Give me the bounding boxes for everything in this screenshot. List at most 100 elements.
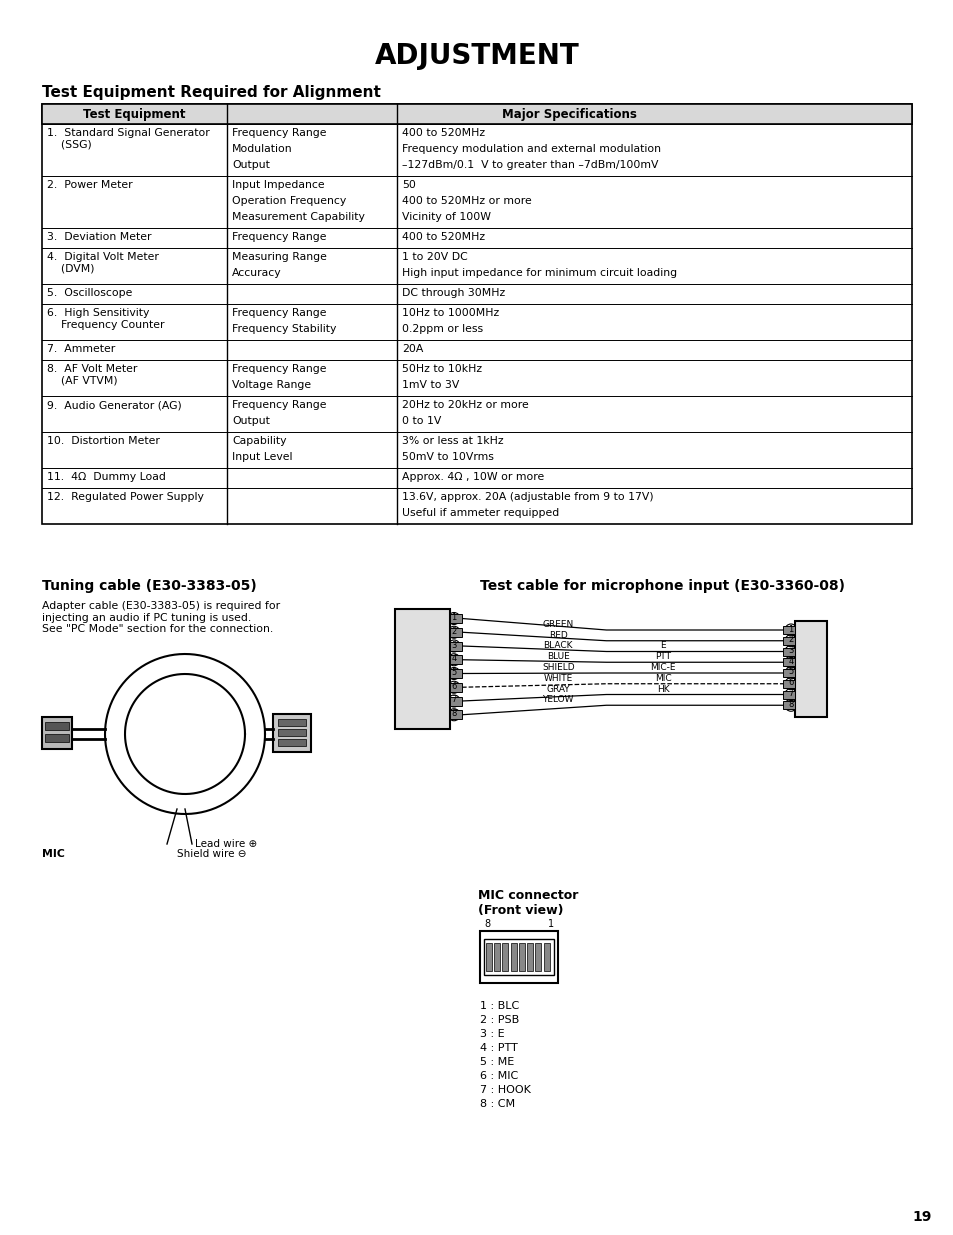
Text: Accuracy: Accuracy [232,268,281,278]
Text: Measuring Range: Measuring Range [232,252,327,262]
Bar [518,944,524,971]
Text: 13.6V, approx. 20A (adjustable from 9 to 17V): 13.6V, approx. 20A (adjustable from 9 to… [401,492,653,501]
Bar [450,683,461,692]
Text: Modulation: Modulation [232,144,293,154]
Text: Tuning cable (E30-3383-05): Tuning cable (E30-3383-05) [42,579,256,593]
Bar [494,944,499,971]
Text: 3: 3 [787,646,793,655]
Text: Input Level: Input Level [232,452,293,462]
Text: Input Impedance: Input Impedance [232,180,324,190]
Bar [485,944,492,971]
Bar [450,697,461,705]
Text: Voltage Range: Voltage Range [232,380,311,390]
Text: Vicinity of 100W: Vicinity of 100W [401,212,491,222]
Text: Frequency Range: Frequency Range [232,364,326,374]
Text: Frequency Range: Frequency Range [232,400,326,410]
Bar [479,931,558,983]
Text: Lead wire ⊕: Lead wire ⊕ [194,839,257,848]
Text: 4 : PTT: 4 : PTT [479,1044,517,1053]
Text: Output: Output [232,416,270,426]
Text: GRAY: GRAY [546,684,570,694]
Text: 19: 19 [911,1210,930,1224]
Text: BLACK: BLACK [543,641,573,651]
Text: ADJUSTMENT: ADJUSTMENT [375,42,578,70]
Bar [395,609,450,729]
Text: 5: 5 [787,667,793,677]
Text: 5: 5 [451,668,456,677]
Text: 1: 1 [451,613,456,622]
Bar [45,734,69,742]
Text: Test Equipment Required for Alignment: Test Equipment Required for Alignment [42,85,380,100]
Text: MIC connector
(Front view): MIC connector (Front view) [477,889,578,918]
Text: YELOW: YELOW [542,695,574,704]
Text: BLUE: BLUE [546,652,569,661]
Text: 7: 7 [451,695,456,704]
Bar [42,104,911,524]
Text: Operation Frequency: Operation Frequency [232,196,346,206]
Text: 6: 6 [451,682,456,690]
Text: 5.  Oscilloscope: 5. Oscilloscope [47,288,132,298]
Bar [543,944,549,971]
Text: 0 to 1V: 0 to 1V [401,416,441,426]
Text: 2 : PSB: 2 : PSB [479,1015,518,1025]
Text: 3% or less at 1kHz: 3% or less at 1kHz [401,436,503,446]
Text: 50: 50 [401,180,416,190]
Bar [535,944,541,971]
Bar [277,729,306,736]
Text: 9.  Audio Generator (AG): 9. Audio Generator (AG) [47,400,182,410]
Bar [450,641,461,651]
Text: 4.  Digital Volt Meter
    (DVM): 4. Digital Volt Meter (DVM) [47,252,159,274]
Bar [527,944,533,971]
Bar [782,701,794,709]
Bar [450,614,461,622]
Text: 20Hz to 20kHz or more: 20Hz to 20kHz or more [401,400,528,410]
Text: 1: 1 [787,625,793,634]
Text: 1.  Standard Signal Generator
    (SSG): 1. Standard Signal Generator (SSG) [47,128,210,149]
Text: RED: RED [548,631,567,640]
Text: 400 to 520MHz: 400 to 520MHz [401,232,485,242]
Text: 6: 6 [787,678,793,687]
Text: SHIELD: SHIELD [541,663,574,672]
Text: 6 : MIC: 6 : MIC [479,1071,517,1081]
Text: 8: 8 [451,709,456,719]
Text: 3.  Deviation Meter: 3. Deviation Meter [47,232,152,242]
Text: 5 : ME: 5 : ME [479,1057,514,1067]
Text: E: E [659,641,665,651]
Text: 0.2ppm or less: 0.2ppm or less [401,324,482,333]
Text: 20A: 20A [401,345,423,354]
Text: 3: 3 [451,641,456,650]
Text: 1 : BLC: 1 : BLC [479,1002,518,1011]
Text: 10.  Distortion Meter: 10. Distortion Meter [47,436,160,446]
Bar [782,690,794,699]
Bar [450,627,461,637]
Text: Test cable for microphone input (E30-3360-08): Test cable for microphone input (E30-336… [479,579,844,593]
Text: Frequency Stability: Frequency Stability [232,324,336,333]
Text: 6.  High Sensitivity
    Frequency Counter: 6. High Sensitivity Frequency Counter [47,308,164,330]
Text: 12.  Regulated Power Supply: 12. Regulated Power Supply [47,492,204,501]
Bar [782,669,794,677]
Bar [782,679,794,688]
Text: Frequency Range: Frequency Range [232,308,326,317]
Text: DC through 30MHz: DC through 30MHz [401,288,505,298]
Text: Frequency Range: Frequency Range [232,232,326,242]
Text: MIC: MIC [655,674,671,683]
Text: 10Hz to 1000MHz: 10Hz to 1000MHz [401,308,498,317]
Text: 2: 2 [451,626,456,636]
Text: 4: 4 [451,655,456,663]
Text: Major Specifications: Major Specifications [501,107,637,121]
Text: Capability: Capability [232,436,286,446]
Bar [42,104,911,124]
Text: 4: 4 [787,657,793,666]
Text: WHITE: WHITE [543,674,573,683]
Text: 11.  4Ω  Dummy Load: 11. 4Ω Dummy Load [47,472,166,482]
Bar [502,944,508,971]
Bar [277,739,306,746]
Bar [277,719,306,726]
Bar [45,722,69,730]
Text: 7.  Ammeter: 7. Ammeter [47,345,115,354]
Text: 400 to 520MHz or more: 400 to 520MHz or more [401,196,531,206]
Bar [782,637,794,645]
Bar [483,939,554,974]
Text: Adapter cable (E30-3383-05) is required for
injecting an audio if PC tuning is u: Adapter cable (E30-3383-05) is required … [42,601,280,635]
Text: Output: Output [232,161,270,170]
